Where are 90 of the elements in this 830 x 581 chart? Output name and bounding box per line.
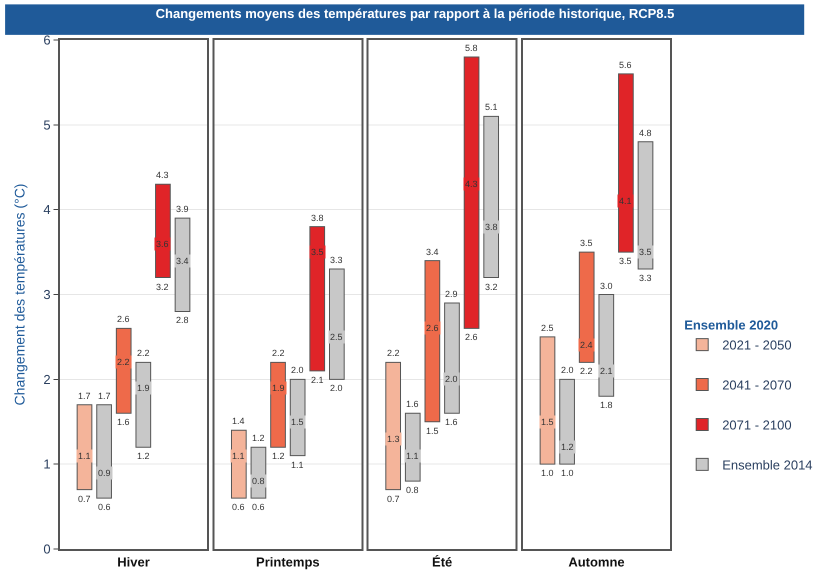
annotation: 1.2 bbox=[252, 433, 265, 443]
annotation: 2.1 bbox=[600, 366, 613, 376]
annotation: 4.8 bbox=[639, 128, 652, 138]
annotation: 2.6 bbox=[465, 332, 478, 342]
annotation: 1.1 bbox=[232, 451, 245, 461]
annotation: 1.2 bbox=[272, 451, 285, 461]
annotation: 1.0 bbox=[541, 468, 554, 478]
legend-label: Ensemble 2014 bbox=[722, 457, 813, 472]
annotation: 3.2 bbox=[156, 282, 169, 292]
y-tick-label: 5 bbox=[43, 117, 51, 132]
annotation: 4.3 bbox=[156, 170, 169, 180]
annotation: 3.4 bbox=[176, 256, 189, 266]
annotation: 3.6 bbox=[156, 239, 169, 249]
annotation: 1.0 bbox=[561, 468, 574, 478]
annotation: 0.6 bbox=[98, 502, 111, 512]
annotation: 2.2 bbox=[387, 348, 400, 358]
y-axis-title: Changement des températures (°C) bbox=[12, 184, 28, 406]
annotation: 3.0 bbox=[600, 281, 613, 291]
annotation: 0.6 bbox=[252, 502, 265, 512]
annotation: 1.7 bbox=[98, 391, 111, 401]
y-tick-label: 3 bbox=[43, 287, 51, 302]
annotation: 1.9 bbox=[272, 383, 285, 393]
annotation: 3.9 bbox=[176, 204, 189, 214]
annotation: 2.1 bbox=[311, 375, 324, 385]
legend-label: 2071 - 2100 bbox=[722, 418, 792, 433]
annotation: 1.6 bbox=[117, 417, 130, 427]
annotation: 1.2 bbox=[561, 442, 574, 452]
x-tick-label: Été bbox=[432, 554, 452, 570]
legend-label: 2021 - 2050 bbox=[722, 338, 792, 353]
annotation: 1.5 bbox=[291, 417, 304, 427]
annotation: 0.8 bbox=[406, 485, 419, 495]
annotation: 2.0 bbox=[445, 374, 458, 384]
legend-label: 2041 - 2070 bbox=[722, 378, 792, 393]
annotation: 3.4 bbox=[426, 247, 439, 257]
annotation: 3.5 bbox=[639, 247, 652, 257]
annotation: 1.4 bbox=[232, 416, 245, 426]
annotation: 2.6 bbox=[426, 323, 439, 333]
annotation: 2.5 bbox=[541, 323, 554, 333]
annotation: 2.8 bbox=[176, 315, 189, 325]
annotation: 2.2 bbox=[137, 348, 150, 358]
annotation: 4.3 bbox=[465, 179, 478, 189]
annotation: 0.7 bbox=[387, 494, 400, 504]
annotation: 1.2 bbox=[137, 451, 150, 461]
annotation: 3.3 bbox=[330, 255, 343, 265]
annotation: 1.1 bbox=[406, 451, 419, 461]
legend-title: Ensemble 2020 bbox=[684, 318, 778, 333]
annotation: 1.1 bbox=[78, 451, 91, 461]
x-tick-label: Printemps bbox=[256, 554, 320, 570]
annotation: 1.6 bbox=[445, 417, 458, 427]
annotation: 2.6 bbox=[117, 314, 130, 324]
annotation: 3.8 bbox=[485, 222, 498, 232]
x-tick-label: Hiver bbox=[117, 554, 150, 570]
annotation: 1.8 bbox=[600, 400, 613, 410]
annotation: 0.6 bbox=[232, 502, 245, 512]
annotation: 2.9 bbox=[445, 289, 458, 299]
x-tick-label: Automne bbox=[568, 554, 625, 570]
annotation: 2.0 bbox=[561, 365, 574, 375]
annotation: 2.4 bbox=[580, 340, 593, 350]
annotation: 2.5 bbox=[330, 332, 343, 342]
annotation: 3.8 bbox=[311, 213, 324, 223]
annotation: 2.0 bbox=[291, 365, 304, 375]
annotation: 1.5 bbox=[426, 426, 439, 436]
annotation: 4.1 bbox=[619, 196, 632, 206]
annotation: 2.2 bbox=[117, 357, 130, 367]
annotation: 2.2 bbox=[580, 366, 593, 376]
annotation: 5.8 bbox=[465, 43, 478, 53]
annotation: 0.7 bbox=[78, 494, 91, 504]
annotation: 0.9 bbox=[98, 468, 111, 478]
y-tick-label: 6 bbox=[43, 32, 51, 48]
annotation: 3.3 bbox=[639, 273, 652, 283]
annotation: 3.5 bbox=[580, 238, 593, 248]
annotation: 1.6 bbox=[406, 399, 419, 409]
annotation: 3.5 bbox=[311, 247, 324, 257]
annotation: 2.0 bbox=[330, 383, 343, 393]
annotation: 1.3 bbox=[387, 434, 400, 444]
annotation: 2.2 bbox=[272, 348, 285, 358]
y-tick-label: 0 bbox=[43, 542, 51, 557]
annotation: 1.1 bbox=[291, 460, 304, 470]
annotation: 0.8 bbox=[252, 476, 265, 486]
y-tick-label: 2 bbox=[43, 372, 51, 387]
annotation: 3.5 bbox=[619, 256, 632, 266]
annotation: 1.9 bbox=[137, 383, 150, 393]
annotation: 3.2 bbox=[485, 282, 498, 292]
annotation: 1.5 bbox=[541, 417, 554, 427]
y-tick-label: 1 bbox=[43, 456, 51, 472]
annotation: 5.6 bbox=[619, 60, 632, 70]
chart-title: Changements moyens des températures par rapport à la période historique, RCP8.5 bbox=[156, 6, 674, 21]
annotation: 1.7 bbox=[78, 391, 91, 401]
y-tick-label: 4 bbox=[43, 202, 51, 218]
annotation: 5.1 bbox=[485, 102, 498, 112]
